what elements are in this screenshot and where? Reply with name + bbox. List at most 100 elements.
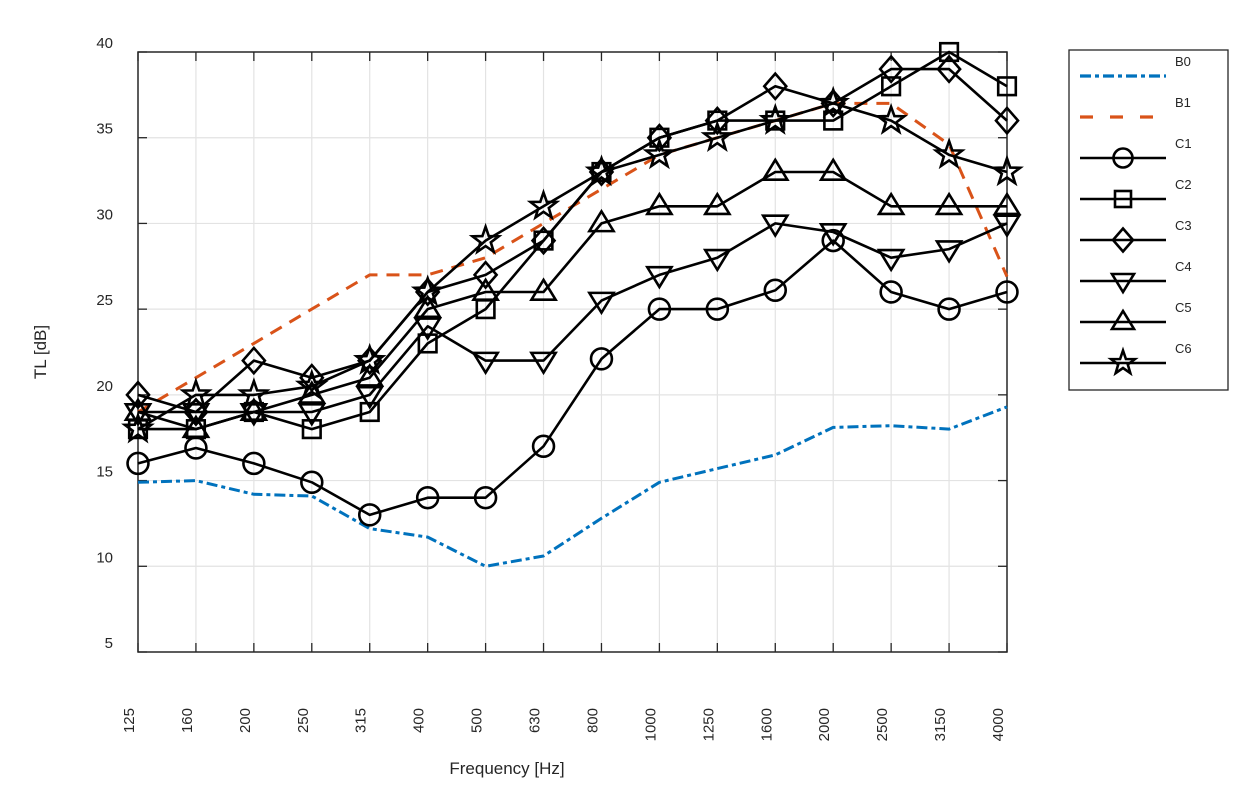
- data-point-c6: [352, 342, 387, 375]
- data-point-c5: [529, 277, 558, 302]
- data-point-c1: [705, 297, 730, 321]
- series-c6: [121, 85, 1024, 444]
- legend-item-b0: B0: [1080, 54, 1191, 78]
- series-line-c3: [137, 67, 1008, 414]
- data-point-c4: [760, 214, 790, 239]
- data-point-c5: [123, 397, 153, 422]
- data-point-c4: [471, 351, 501, 376]
- series-line-c4: [138, 222, 1008, 414]
- data-point-c1: [937, 297, 961, 321]
- data-point-c5: [934, 191, 964, 216]
- legend-label: B1: [1175, 95, 1191, 110]
- legend-label: C2: [1175, 177, 1192, 192]
- data-point-c3: [878, 54, 904, 84]
- data-point-c5: [760, 157, 790, 181]
- data-point-c3: [994, 105, 1020, 136]
- series-line-c2: [138, 50, 1008, 431]
- x-tick-label: 630: [527, 708, 544, 733]
- data-point-c1: [300, 470, 324, 495]
- legend-label: C3: [1175, 218, 1192, 233]
- data-point-c3: [646, 123, 673, 153]
- data-point-c4: [355, 385, 385, 410]
- legend-label: C6: [1175, 341, 1192, 356]
- data-point-c2: [707, 110, 728, 131]
- legend-item-c3: C3: [1080, 218, 1192, 254]
- series-c4: [123, 214, 1022, 427]
- x-tick-label: 315: [353, 708, 370, 733]
- y-tick-label: 25: [96, 292, 113, 309]
- data-point-c4: [644, 265, 674, 290]
- data-point-c1: [415, 485, 440, 510]
- data-point-c1: [879, 280, 903, 304]
- x-tick-label: 4000: [990, 708, 1007, 741]
- data-point-c5: [239, 397, 269, 422]
- legend-label: C5: [1175, 300, 1192, 315]
- data-point-c5: [413, 294, 443, 319]
- legend-circle-icon: [1112, 147, 1134, 169]
- x-axis-title: Frequency [Hz]: [449, 759, 564, 778]
- data-point-c3: [704, 105, 731, 136]
- series-b0: [137, 405, 1008, 568]
- data-point-c1: [821, 228, 845, 253]
- data-point-c6: [816, 85, 851, 118]
- data-point-c3: [936, 54, 962, 84]
- axes: [137, 51, 1008, 653]
- x-tick-label: 160: [179, 708, 196, 733]
- x-tick-label: 200: [237, 708, 254, 733]
- data-point-c6: [237, 377, 271, 410]
- x-tick-label: 3150: [932, 708, 949, 741]
- y-tick-label: 40: [96, 35, 113, 52]
- data-point-c6: [468, 222, 503, 255]
- x-tick-label: 400: [411, 708, 428, 733]
- data-point-c2: [996, 76, 1018, 97]
- series-c1: [126, 228, 1019, 527]
- legend-item-c6: C6: [1080, 341, 1192, 377]
- y-tick-label: 30: [96, 206, 113, 223]
- data-point-c6: [294, 368, 329, 401]
- data-point-c2: [649, 127, 670, 148]
- legend-triangle-down-icon: [1109, 272, 1137, 295]
- tick-labels: 125 160 200 250 315 400 500 630 800 1000 1250 1600 2…: [96, 35, 1007, 741]
- series-line-c5: [137, 170, 1007, 431]
- legend-item-c4: C4: [1080, 259, 1192, 295]
- legend-label: C1: [1175, 136, 1192, 151]
- data-point-c2: [533, 230, 554, 251]
- y-tick-label: 15: [96, 464, 113, 481]
- data-point-c5: [644, 191, 674, 216]
- y-tick-label: 35: [96, 121, 113, 138]
- data-point-c3: [530, 225, 557, 256]
- data-point-c3: [125, 380, 151, 410]
- x-tick-label: 250: [295, 708, 312, 733]
- plot-box: [137, 51, 1008, 653]
- legend-diamond-icon: [1111, 226, 1135, 254]
- data-point-c5: [876, 191, 906, 216]
- data-point-c5: [587, 208, 616, 233]
- data-point-c1: [995, 280, 1019, 304]
- data-point-c6: [410, 274, 445, 307]
- data-point-c4: [818, 223, 848, 247]
- data-point-c1: [647, 297, 672, 321]
- data-point-c3: [241, 345, 267, 376]
- grid: [138, 52, 1007, 652]
- x-tick-label: 1000: [642, 708, 659, 741]
- x-tick-label: 1250: [700, 708, 717, 741]
- legend-item-c2: C2: [1080, 177, 1192, 209]
- data-point-c1: [589, 347, 614, 371]
- data-point-c6: [642, 137, 677, 170]
- legend: B0 B1 C1 C2 C3 C4 C5 C6: [1068, 49, 1229, 391]
- y-tick-label: 20: [96, 378, 113, 395]
- data-point-c3: [762, 71, 788, 101]
- data-point-c2: [938, 41, 960, 63]
- data-point-c6: [874, 102, 908, 135]
- y-tick-label: 10: [96, 549, 113, 566]
- data-point-c5: [181, 414, 211, 439]
- data-point-c2: [301, 419, 322, 440]
- legend-label: B0: [1175, 54, 1191, 69]
- series-c3: [125, 54, 1020, 427]
- x-tick-label: 500: [469, 708, 486, 733]
- data-point-c2: [359, 401, 380, 423]
- y-axis-title: TL [dB]: [31, 325, 50, 379]
- x-tick-label: 800: [584, 708, 601, 733]
- data-point-c4: [297, 402, 327, 427]
